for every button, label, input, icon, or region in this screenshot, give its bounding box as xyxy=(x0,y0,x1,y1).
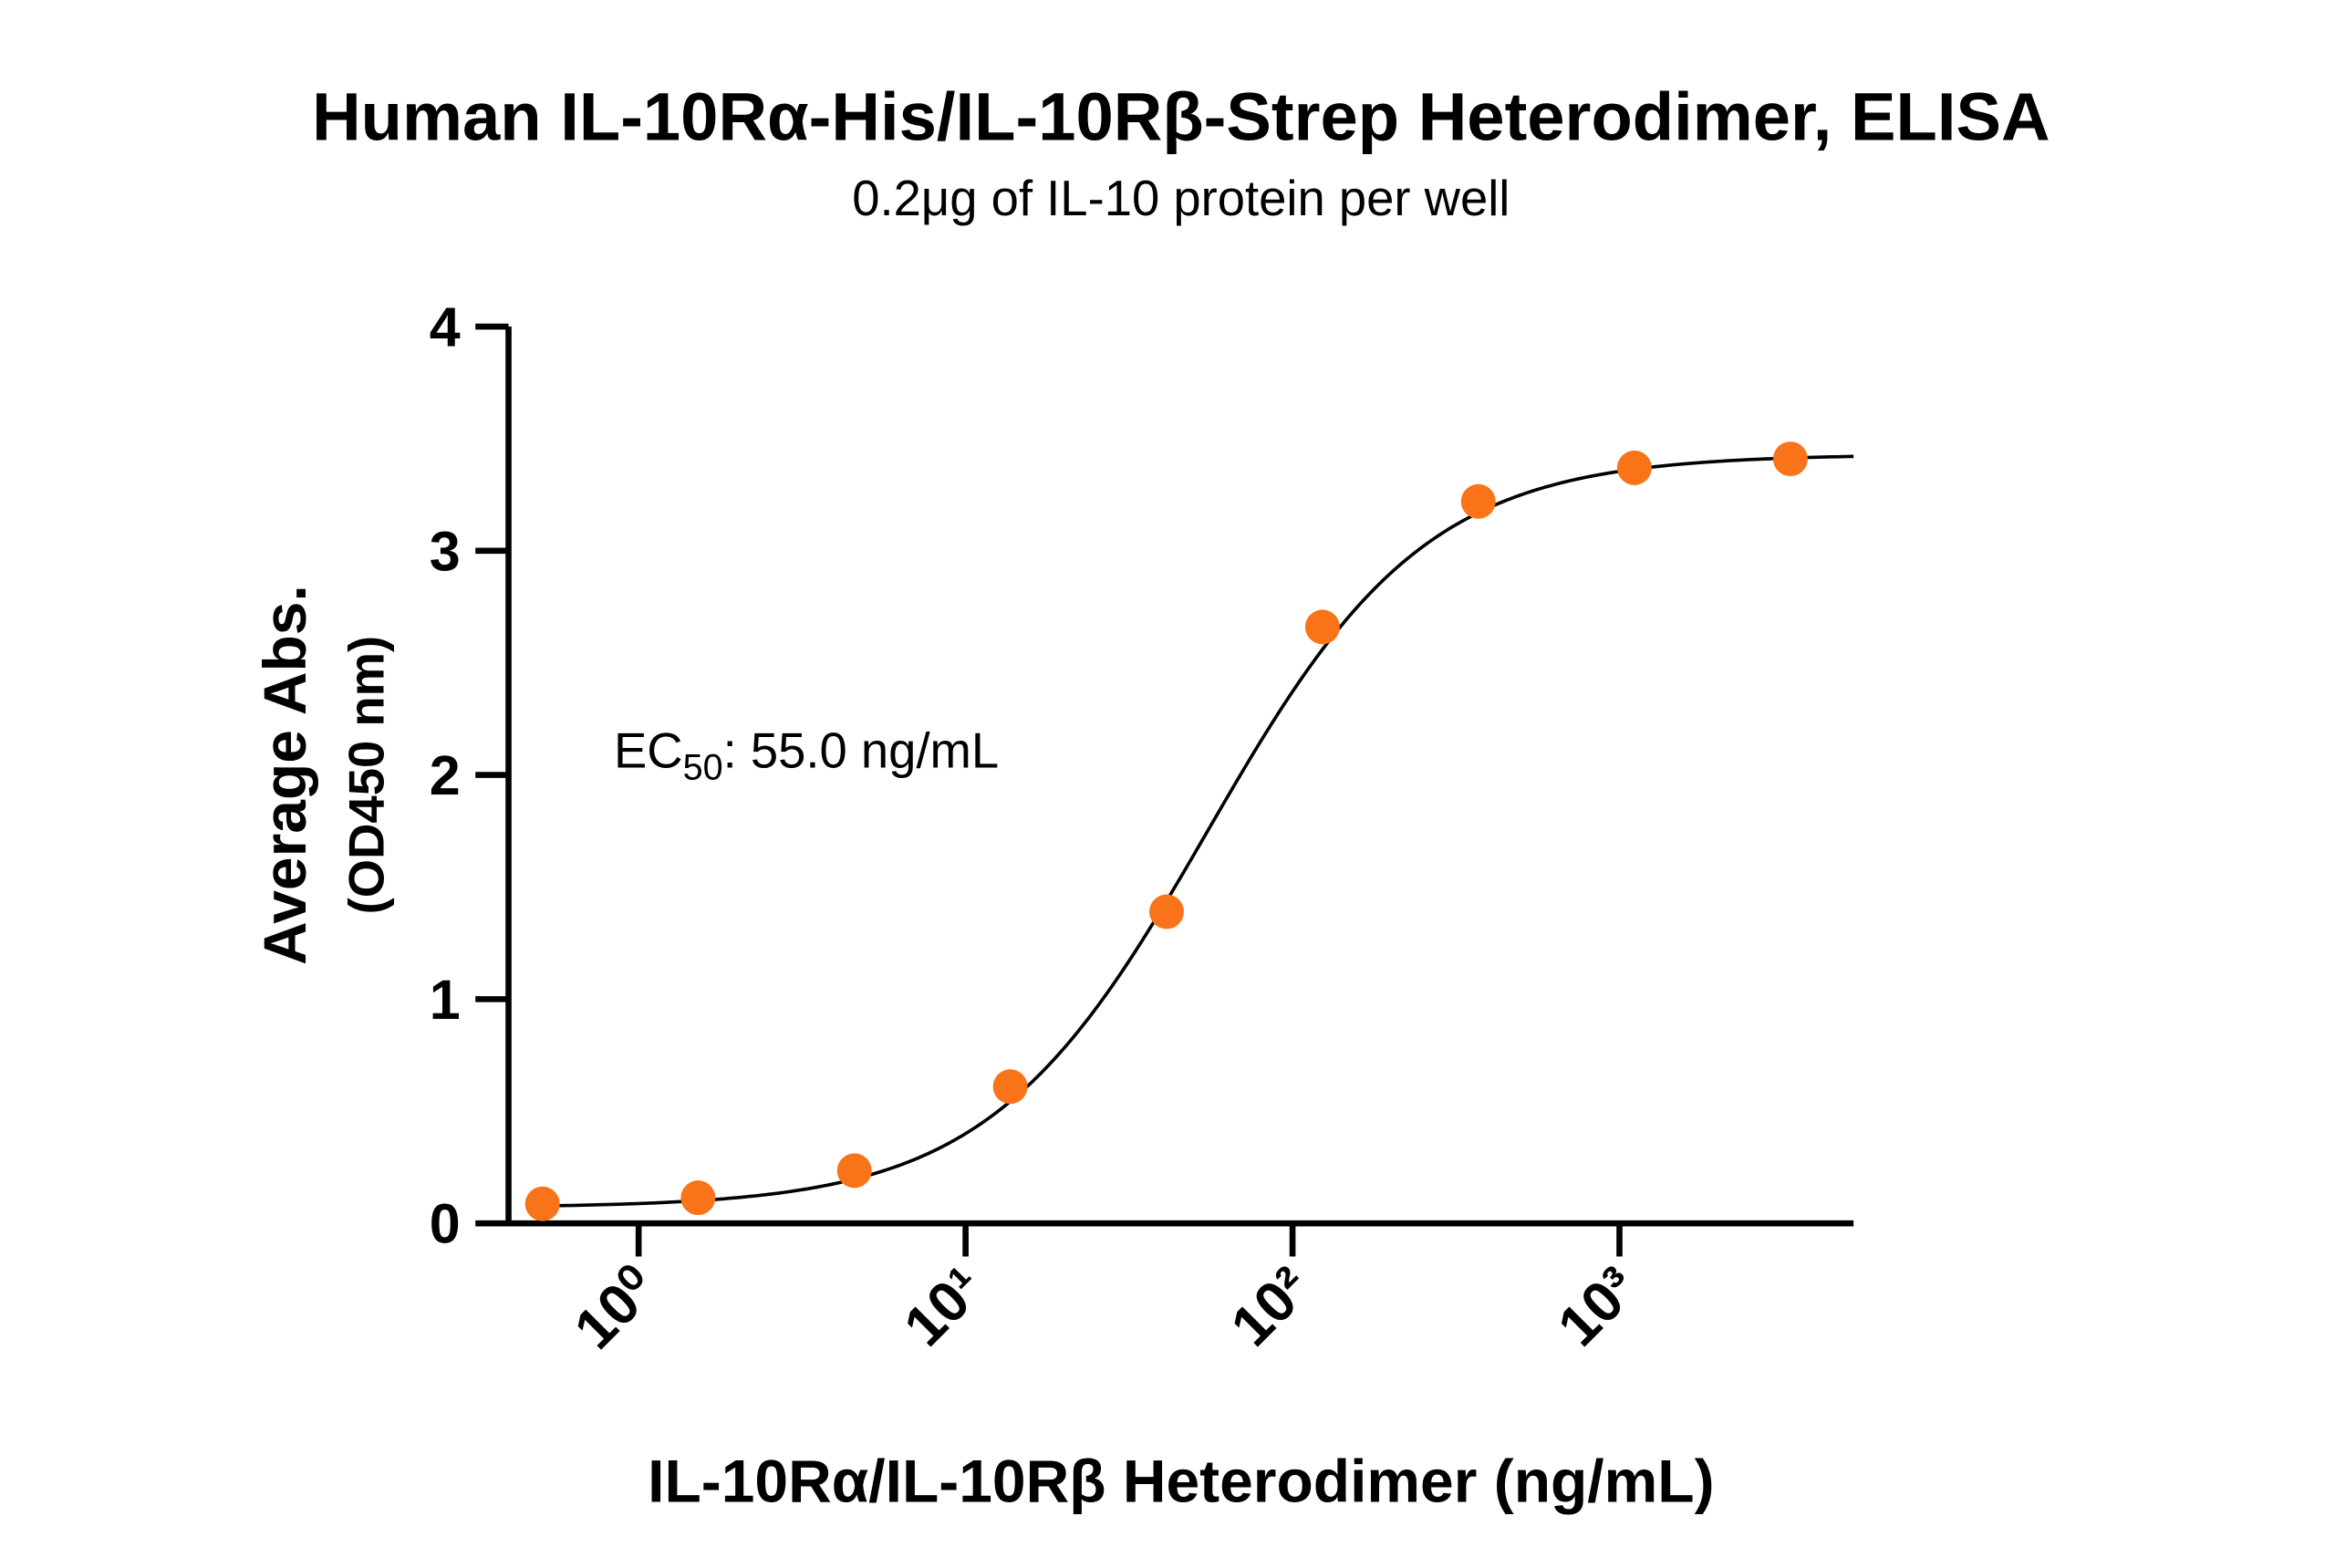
y-tick-label: 3 xyxy=(430,520,461,582)
annotation: EC50: 55.0 ng/mL xyxy=(614,722,999,787)
x-tick-label: 10⁰ xyxy=(563,1255,669,1362)
y-axis-label-sub: (OD450 nm) xyxy=(339,636,395,914)
x-tick-label: 10² xyxy=(1219,1255,1323,1359)
annotation-main: EC xyxy=(614,722,683,778)
y-tick-label: 0 xyxy=(430,1193,461,1255)
y-axis-label: Average Abs. xyxy=(251,585,318,965)
data-point xyxy=(1772,441,1808,477)
data-point xyxy=(1304,609,1340,645)
data-point xyxy=(1149,894,1184,929)
data-point xyxy=(524,1186,560,1221)
y-tick-label: 1 xyxy=(430,969,461,1031)
x-tick-label: 10¹ xyxy=(892,1255,996,1359)
y-tick-label: 2 xyxy=(430,744,461,806)
data-point xyxy=(836,1153,872,1189)
y-tick-label: 4 xyxy=(430,296,461,358)
annotation-sub: 50 xyxy=(683,748,723,788)
data-point xyxy=(1616,450,1652,485)
fit-curve xyxy=(535,454,1854,1208)
data-point xyxy=(680,1180,716,1216)
chart-title: Human IL-10Rα-His/IL-10Rβ-Strep Heterodi… xyxy=(312,79,2050,155)
annotation-rest: : 55.0 ng/mL xyxy=(723,722,1000,778)
data-point xyxy=(1460,483,1496,519)
chart-subtitle: 0.2μg of IL-10 protein per well xyxy=(852,171,1510,226)
x-axis-label: IL-10Rα/IL-10Rβ Heterodimer (ng/mL) xyxy=(648,1447,1714,1514)
data-point xyxy=(992,1069,1028,1105)
x-tick-label: 10³ xyxy=(1546,1255,1650,1359)
